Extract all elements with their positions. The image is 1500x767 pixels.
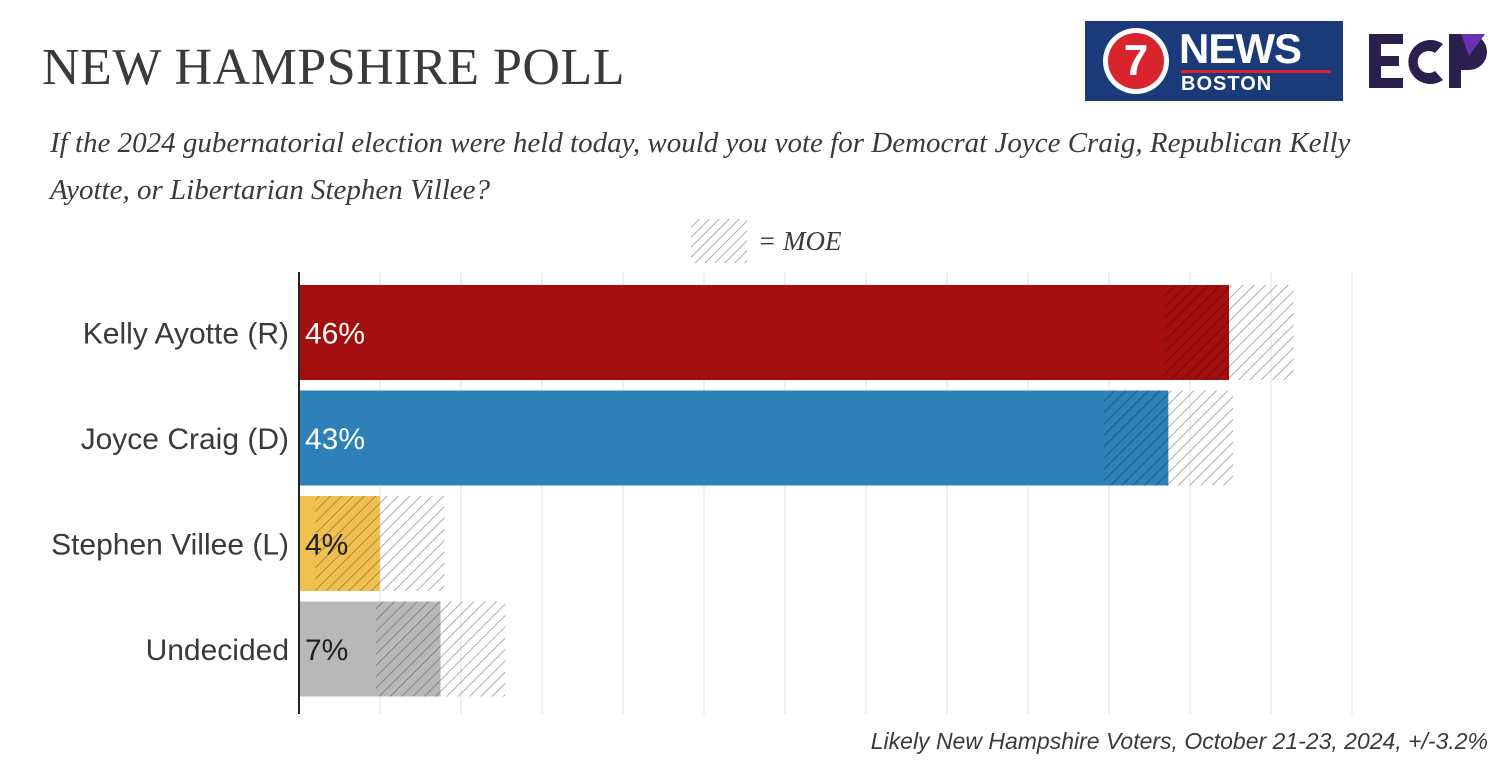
moe-band-inner [1164, 285, 1229, 380]
chart-title: NEW HAMPSHIRE POLL [42, 39, 625, 96]
category-label: Undecided [146, 634, 289, 667]
category-label: Stephen Villee (L) [51, 529, 289, 562]
ecp-logo [1369, 34, 1487, 88]
value-label: 7% [305, 634, 348, 667]
seven-number: 7 [1108, 33, 1164, 89]
moe-legend-swatch [691, 219, 747, 263]
value-label: 46% [305, 318, 365, 351]
moe-band-inner [375, 601, 441, 697]
chart-subtitle: If the 2024 gubernatorial election were … [50, 127, 1351, 206]
moe-band-inner [1103, 390, 1169, 486]
news-word: NEWS [1179, 25, 1302, 72]
source-footnote: Likely New Hampshire Voters, October 21-… [870, 728, 1488, 754]
value-label: 43% [305, 423, 365, 456]
bars: Kelly Ayotte (R) 46% Joyce Craig (D) 43% Ste… [51, 285, 1294, 697]
seven-circle-icon: 7 [1103, 28, 1169, 94]
moe-band-outer [379, 496, 445, 591]
moe-band-outer [1229, 285, 1294, 380]
boston-word: BOSTON [1181, 73, 1273, 95]
moe-band-outer [440, 601, 506, 697]
moe-band-outer [1168, 390, 1234, 486]
value-label: 4% [305, 529, 348, 562]
moe-legend: = MOE [690, 218, 841, 264]
7news-boston-logo: 7 NEWS BOSTON [1085, 21, 1343, 101]
news-rule [1181, 70, 1331, 73]
bar [299, 390, 1169, 486]
moe-band-inner [315, 496, 380, 591]
category-label: Joyce Craig (D) [81, 423, 289, 456]
bar [299, 285, 1229, 380]
category-label: Kelly Ayotte (R) [83, 318, 289, 351]
moe-legend-label: = MOE [758, 225, 842, 256]
